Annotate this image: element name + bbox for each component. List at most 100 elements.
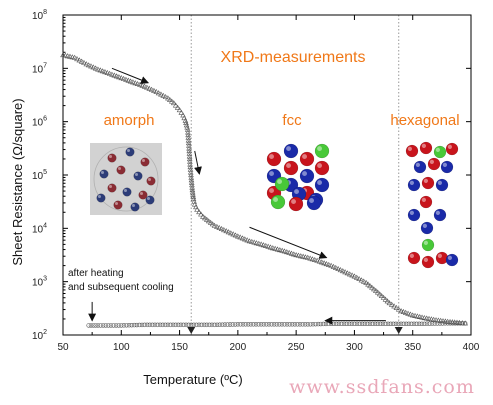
data-point xyxy=(416,321,422,326)
data-point xyxy=(167,96,173,102)
watermark: www.ssdfans.com xyxy=(289,376,475,398)
data-point xyxy=(341,321,347,326)
atom-highlight xyxy=(273,197,278,202)
data-point xyxy=(120,75,127,81)
data-point xyxy=(270,245,276,251)
data-point xyxy=(196,322,202,328)
data-point xyxy=(189,184,195,190)
data-point xyxy=(371,286,377,292)
data-point xyxy=(310,322,316,327)
data-point xyxy=(376,291,383,297)
atom-highlight xyxy=(286,163,291,168)
data-point xyxy=(239,235,246,241)
data-point xyxy=(176,322,181,328)
data-point xyxy=(81,59,87,65)
data-point xyxy=(367,283,373,289)
data-point xyxy=(222,322,228,327)
data-point xyxy=(187,164,194,170)
atom-highlight xyxy=(117,166,122,170)
data-point xyxy=(383,321,388,326)
direction-arrow xyxy=(249,226,328,259)
y-tick-label: 104 xyxy=(32,222,47,235)
data-point xyxy=(372,321,378,326)
direction-arrow xyxy=(194,150,202,175)
data-point xyxy=(402,309,409,315)
atom-highlight xyxy=(407,146,412,151)
data-point xyxy=(303,322,308,327)
x-tick-label: 400 xyxy=(463,342,480,353)
atom xyxy=(145,195,155,205)
data-point xyxy=(132,80,139,86)
data-point xyxy=(271,322,277,327)
data-point xyxy=(407,311,414,317)
data-point xyxy=(225,229,232,235)
data-point xyxy=(83,61,90,67)
atom xyxy=(113,200,123,210)
data-point xyxy=(363,279,369,285)
x-tick-label: 150 xyxy=(171,342,188,353)
atom xyxy=(138,190,148,200)
data-point xyxy=(386,300,393,306)
data-point xyxy=(357,321,362,326)
data-point xyxy=(209,221,216,227)
data-point xyxy=(130,79,136,85)
data-point xyxy=(380,321,386,326)
data-point xyxy=(148,86,155,92)
data-point xyxy=(168,322,173,328)
data-point xyxy=(411,321,417,326)
data-point xyxy=(344,270,351,276)
atom xyxy=(421,238,435,252)
data-point xyxy=(235,233,241,239)
data-point xyxy=(266,322,272,327)
data-point xyxy=(196,209,202,215)
data-point xyxy=(261,322,266,327)
atom-highlight xyxy=(317,146,322,151)
data-point xyxy=(201,322,207,328)
data-point xyxy=(400,308,407,314)
direction-arrow xyxy=(111,67,150,84)
data-point xyxy=(385,321,391,326)
data-point xyxy=(186,145,192,151)
data-point xyxy=(119,323,124,328)
data-point xyxy=(129,322,134,328)
data-point xyxy=(308,322,313,327)
data-point xyxy=(405,310,411,316)
data-point xyxy=(367,321,373,326)
data-point xyxy=(457,321,463,326)
data-point xyxy=(106,323,111,328)
data-point xyxy=(244,237,250,243)
data-point xyxy=(186,156,193,162)
data-point xyxy=(284,249,290,255)
x-tick-label: 200 xyxy=(230,342,247,353)
data-point xyxy=(235,322,241,327)
atom xyxy=(433,208,447,222)
data-point xyxy=(186,148,193,154)
atom-highlight xyxy=(423,178,428,183)
y-tick-label: 105 xyxy=(32,169,47,182)
data-point xyxy=(100,323,106,328)
data-point xyxy=(253,322,259,327)
data-point xyxy=(346,271,353,277)
atom-highlight xyxy=(423,240,428,245)
data-point xyxy=(207,219,214,225)
data-point xyxy=(414,321,419,326)
atom-highlight xyxy=(437,253,442,258)
data-point xyxy=(288,250,295,256)
data-point xyxy=(269,322,274,327)
atom xyxy=(299,151,315,167)
atom-highlight xyxy=(317,163,322,168)
data-point xyxy=(198,211,204,217)
data-point xyxy=(311,256,318,263)
data-point xyxy=(144,84,150,90)
data-point xyxy=(339,321,344,326)
data-point xyxy=(391,321,396,326)
data-point xyxy=(297,322,303,327)
data-point xyxy=(157,322,163,328)
data-point xyxy=(118,75,125,81)
data-point xyxy=(186,142,192,148)
atom xyxy=(407,178,421,192)
atom-highlight xyxy=(429,159,434,164)
data-point xyxy=(106,70,113,76)
data-point xyxy=(182,117,189,123)
